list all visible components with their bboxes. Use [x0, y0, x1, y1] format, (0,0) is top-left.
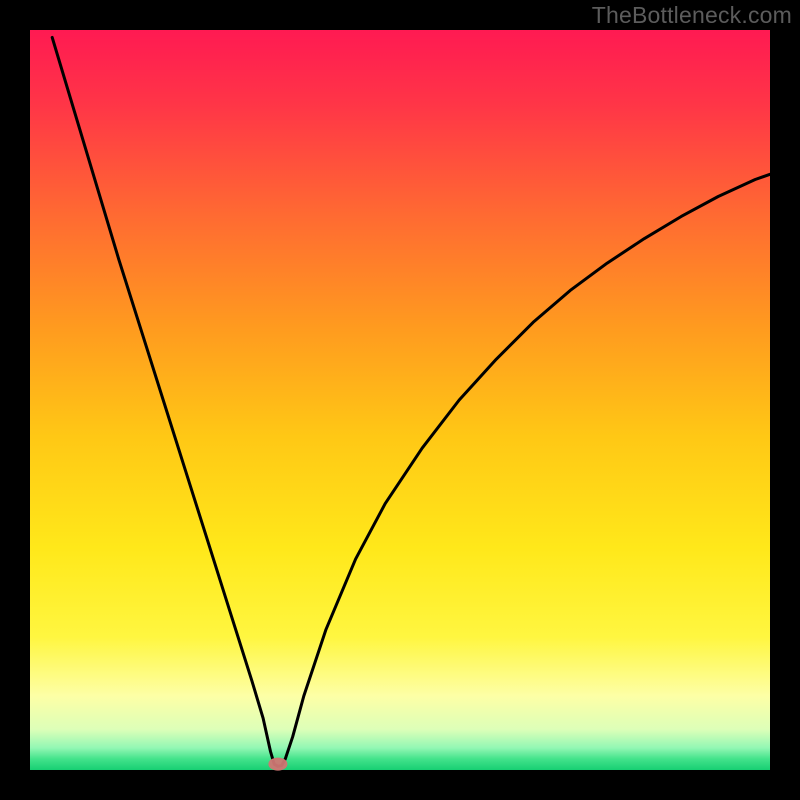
bottleneck-curve-plot [0, 0, 800, 800]
optimal-point-marker [269, 758, 287, 770]
watermark-text: TheBottleneck.com [592, 2, 792, 29]
chart-frame: TheBottleneck.com [0, 0, 800, 800]
plot-background [30, 30, 770, 770]
